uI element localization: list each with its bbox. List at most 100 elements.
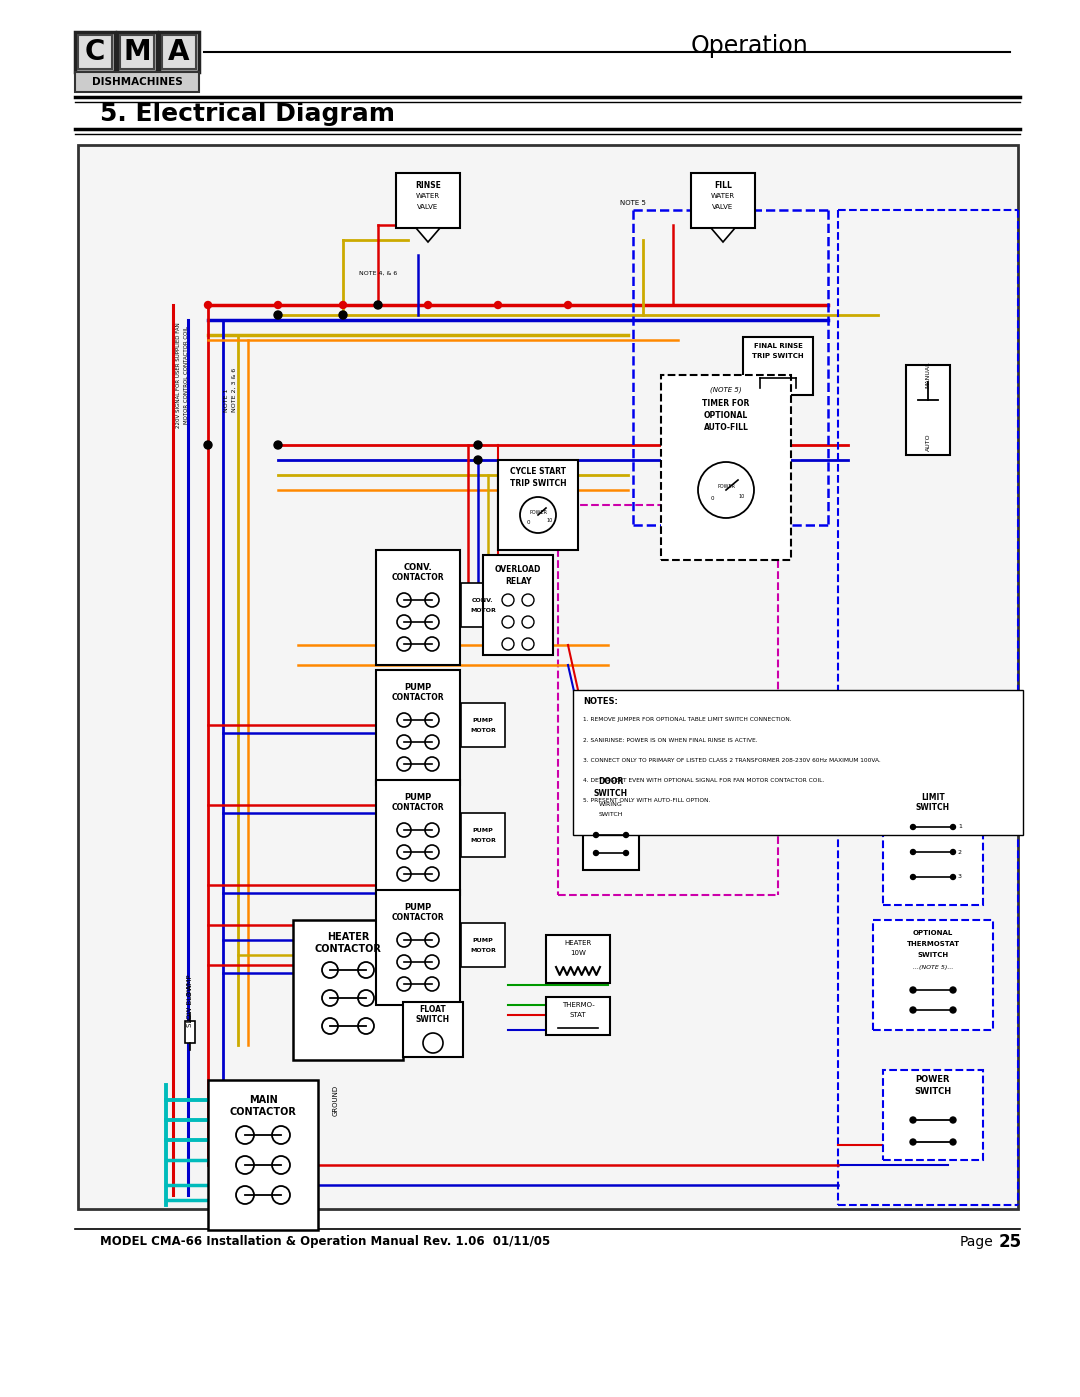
Text: 0: 0 — [711, 496, 714, 502]
Circle shape — [623, 833, 629, 837]
Text: AUTO-FILL: AUTO-FILL — [703, 422, 748, 432]
Circle shape — [357, 990, 374, 1006]
Circle shape — [397, 615, 411, 629]
Text: 3 AMP: 3 AMP — [187, 974, 193, 996]
Bar — [873, 921, 993, 1030]
Text: PUMP: PUMP — [473, 937, 494, 943]
Bar — [75, 32, 114, 73]
Text: 2: 2 — [958, 849, 962, 855]
Text: WATER: WATER — [416, 193, 440, 198]
Text: TRIP SWITCH: TRIP SWITCH — [752, 353, 804, 359]
Circle shape — [423, 1032, 443, 1053]
Circle shape — [950, 988, 956, 993]
Text: PUMP: PUMP — [404, 683, 432, 692]
Bar — [546, 935, 610, 983]
Circle shape — [397, 868, 411, 882]
Bar — [78, 145, 1018, 1208]
Bar — [743, 337, 813, 395]
Circle shape — [910, 875, 916, 880]
Circle shape — [237, 1126, 254, 1144]
Bar — [906, 365, 950, 455]
Circle shape — [204, 302, 212, 309]
Circle shape — [698, 462, 754, 518]
Bar — [376, 890, 460, 1004]
Circle shape — [950, 1139, 956, 1146]
Text: OPTIONAL: OPTIONAL — [913, 930, 954, 936]
Text: CONTACTOR: CONTACTOR — [392, 803, 444, 813]
Text: MAIN: MAIN — [248, 1095, 278, 1105]
Circle shape — [357, 1018, 374, 1034]
Text: NOTE 4, & 6: NOTE 4, & 6 — [359, 271, 397, 275]
Polygon shape — [416, 228, 440, 242]
Text: 5. Electrical Diagram: 5. Electrical Diagram — [100, 102, 395, 126]
Text: MOTOR: MOTOR — [470, 947, 496, 953]
Circle shape — [424, 302, 432, 309]
Circle shape — [397, 712, 411, 726]
Text: PUMP: PUMP — [404, 902, 432, 911]
Circle shape — [322, 990, 338, 1006]
Bar — [573, 690, 1023, 835]
Circle shape — [522, 594, 534, 606]
Text: Page: Page — [960, 1235, 994, 1249]
Text: NOTE 2, 3 & 6: NOTE 2, 3 & 6 — [231, 367, 237, 412]
Text: PUMP: PUMP — [404, 792, 432, 802]
Circle shape — [495, 302, 501, 309]
Circle shape — [397, 845, 411, 859]
Text: OPTIONAL: OPTIONAL — [704, 411, 748, 419]
Text: 3: 3 — [958, 875, 962, 880]
Circle shape — [623, 851, 629, 855]
Circle shape — [426, 592, 438, 608]
Circle shape — [426, 712, 438, 726]
Text: HEATER: HEATER — [565, 940, 592, 946]
Text: FINAL RINSE: FINAL RINSE — [754, 344, 802, 349]
Text: 10: 10 — [739, 495, 745, 500]
Circle shape — [426, 615, 438, 629]
Text: CONTACTOR: CONTACTOR — [392, 914, 444, 922]
Circle shape — [474, 455, 482, 464]
Circle shape — [357, 963, 374, 978]
Circle shape — [426, 735, 438, 749]
Circle shape — [426, 933, 438, 947]
Text: PUMP: PUMP — [473, 718, 494, 722]
Text: (NOTE 5): (NOTE 5) — [711, 387, 742, 393]
Text: NOTE 5: NOTE 5 — [620, 200, 646, 205]
Circle shape — [426, 977, 438, 990]
Circle shape — [426, 845, 438, 859]
Bar — [461, 813, 505, 856]
Circle shape — [237, 1155, 254, 1173]
Text: TRIP SWITCH: TRIP SWITCH — [510, 479, 566, 488]
Circle shape — [950, 1007, 956, 1013]
Text: VALVE: VALVE — [417, 204, 438, 210]
Text: RINSE: RINSE — [415, 180, 441, 190]
Text: 3. CONNECT ONLY TO PRIMARY OF LISTED CLASS 2 TRANSFORMER 208-230V 60Hz MAXIMUM 1: 3. CONNECT ONLY TO PRIMARY OF LISTED CLA… — [583, 757, 881, 763]
Circle shape — [397, 823, 411, 837]
Circle shape — [322, 963, 338, 978]
Text: 2. SANIRINSE: POWER IS ON WHEN FINAL RINSE IS ACTIVE.: 2. SANIRINSE: POWER IS ON WHEN FINAL RIN… — [583, 738, 758, 742]
Text: THERMO-: THERMO- — [562, 1002, 594, 1009]
Text: THERMOSTAT: THERMOSTAT — [906, 942, 959, 947]
Text: FILL: FILL — [714, 180, 732, 190]
Text: C: C — [85, 38, 105, 66]
Bar — [461, 703, 505, 747]
Text: MOTOR: MOTOR — [470, 837, 496, 842]
Circle shape — [594, 833, 598, 837]
Bar — [883, 785, 983, 905]
Bar — [75, 73, 199, 92]
Circle shape — [426, 868, 438, 882]
Circle shape — [426, 637, 438, 651]
Circle shape — [339, 302, 347, 309]
Text: LIMIT: LIMIT — [921, 792, 945, 802]
Bar — [691, 173, 755, 228]
Text: SWITCH: SWITCH — [598, 813, 623, 817]
Bar — [162, 35, 195, 68]
Text: SWITCH: SWITCH — [915, 1087, 951, 1097]
Circle shape — [272, 1126, 291, 1144]
Text: MOTOR CONTROL CONTACTOR COIL: MOTOR CONTROL CONTACTOR COIL — [184, 326, 189, 425]
Text: POWER: POWER — [717, 485, 735, 489]
Text: 10W: 10W — [570, 950, 586, 956]
Circle shape — [502, 638, 514, 650]
Circle shape — [565, 302, 571, 309]
Text: CONTACTOR: CONTACTOR — [392, 574, 444, 583]
Text: CONV.: CONV. — [404, 563, 432, 571]
Circle shape — [910, 1139, 916, 1146]
